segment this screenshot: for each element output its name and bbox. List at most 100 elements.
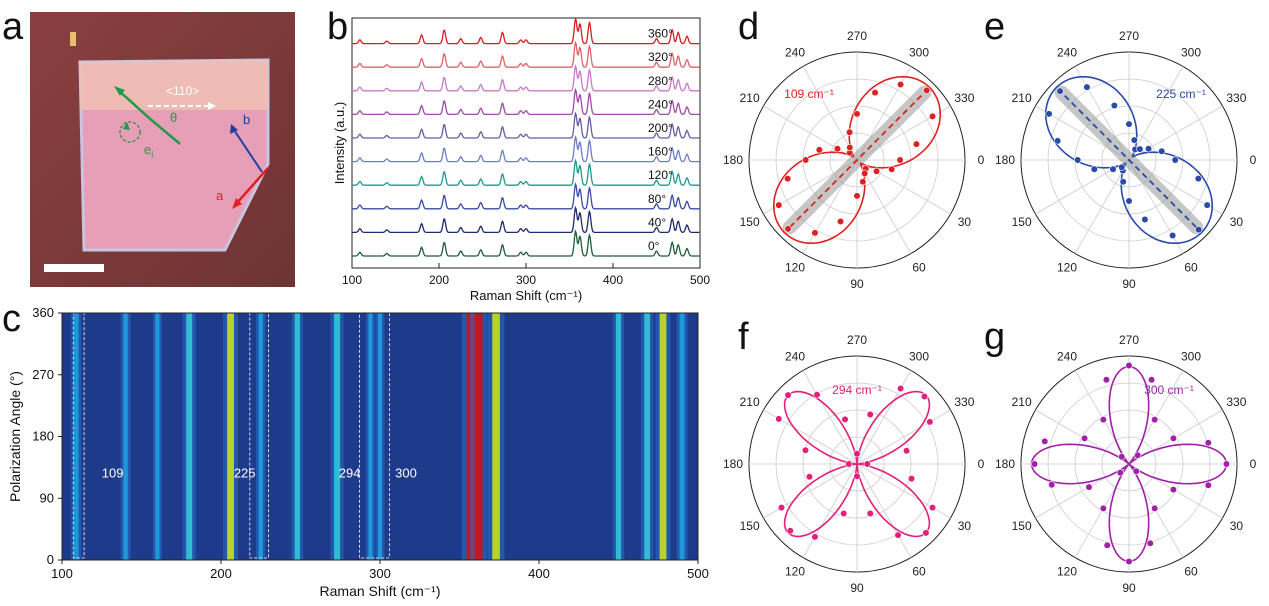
data-point [802, 156, 810, 164]
series-label-9: 360° [648, 27, 673, 41]
spectrum-line-0 [352, 229, 700, 257]
data-point [775, 415, 783, 423]
x-tick-label: 400 [528, 566, 550, 581]
data-point [1134, 451, 1142, 459]
angle-label-180: 180 [995, 457, 1015, 471]
chart-f-polar: 270 300 330 0 30 60 90 120 150 180 210 240 294 cm⁻¹ [723, 333, 985, 595]
angle-label-90: 90 [1122, 581, 1136, 595]
x-axis-label: Raman Shift (cm⁻¹) [320, 583, 441, 599]
spectrum-line-4 [352, 134, 700, 163]
data-point [805, 473, 814, 481]
data-point [888, 165, 896, 173]
angle-label-150: 150 [740, 519, 760, 533]
data-point [872, 167, 881, 175]
data-point [1125, 557, 1133, 566]
data-point [1125, 361, 1133, 370]
data-point [1151, 415, 1159, 424]
angle-label-120: 120 [1057, 260, 1077, 274]
data-point [866, 509, 874, 518]
polar-spoke [856, 463, 951, 519]
data-point [1147, 376, 1156, 384]
panel-label-c: c [2, 298, 21, 340]
data-point [1074, 156, 1082, 164]
annotation-label-294: 294 [339, 466, 361, 481]
axis-b-label: b [243, 112, 251, 127]
data-point [775, 201, 783, 209]
angle-label-0: 0 [978, 457, 985, 471]
angle-label-0: 0 [978, 153, 985, 167]
angle-label-180: 180 [723, 153, 743, 167]
angle-label-270: 270 [1119, 29, 1139, 43]
angle-label-180: 180 [995, 153, 1015, 167]
angle-label-60: 60 [912, 564, 926, 578]
data-point [784, 391, 792, 399]
data-point [1031, 460, 1039, 468]
data-point [853, 192, 861, 200]
angle-label-120: 120 [1057, 564, 1077, 578]
band-12 [492, 313, 500, 560]
angle-label-330: 330 [954, 395, 974, 409]
data-point [1116, 469, 1124, 477]
data-point [1222, 460, 1231, 468]
polarization-axis-arrow [1061, 92, 1197, 228]
data-point [1110, 101, 1118, 110]
x-axis-label: Raman Shift (cm⁻¹) [470, 288, 582, 303]
data-point [1125, 120, 1133, 128]
angle-label-300: 300 [1181, 46, 1201, 60]
data-point [1090, 165, 1098, 173]
data-point [1083, 83, 1091, 91]
data-point [907, 475, 916, 483]
angle-label-240: 240 [1057, 46, 1077, 60]
angle-label-270: 270 [847, 29, 867, 43]
data-point [1099, 504, 1107, 513]
spectrum-line-6 [352, 87, 700, 116]
theta-label: θ [170, 110, 178, 125]
peak-label: 225 cm⁻¹ [1156, 87, 1206, 101]
x-tick-label: 200 [429, 273, 449, 287]
angle-label-240: 240 [785, 350, 805, 364]
annotation-label-225: 225 [234, 466, 256, 481]
angle-label-240: 240 [1057, 350, 1077, 364]
data-point [859, 178, 867, 186]
angle-label-30: 30 [958, 215, 972, 229]
data-point [1158, 147, 1166, 155]
annotation-label-300: 300 [395, 466, 417, 481]
angle-label-30: 30 [958, 519, 972, 533]
angle-label-150: 150 [740, 215, 760, 229]
data-point [923, 86, 931, 94]
y-tick-label: 270 [32, 367, 54, 382]
fit-curve [783, 390, 931, 538]
band-8 [368, 313, 373, 560]
band-13 [615, 313, 622, 560]
angle-label-300: 300 [909, 350, 929, 364]
data-point [841, 415, 849, 424]
angle-label-60: 60 [912, 260, 926, 274]
band-0 [73, 313, 79, 560]
data-point [1132, 467, 1140, 475]
data-point [1056, 87, 1064, 95]
data-point [871, 89, 879, 97]
data-point [801, 446, 810, 454]
data-point [902, 447, 911, 455]
angle-label-90: 90 [1122, 277, 1136, 291]
y-tick-label: 360 [32, 305, 54, 320]
x-tick-label: 100 [342, 273, 362, 287]
angle-label-240: 240 [785, 46, 805, 60]
peak-label: 109 cm⁻¹ [784, 87, 834, 101]
x-tick-label: 100 [51, 566, 73, 581]
angle-label-0: 0 [1250, 153, 1257, 167]
angle-label-330: 330 [1226, 395, 1246, 409]
data-point [1080, 434, 1089, 442]
angle-label-180: 180 [723, 457, 743, 471]
polar-spoke [856, 409, 951, 465]
angle-label-300: 300 [1181, 350, 1201, 364]
data-point [1195, 226, 1203, 234]
y-tick-label: 0 [47, 552, 54, 567]
series-label-2: 80° [648, 192, 666, 206]
polar-spoke [1128, 105, 1223, 161]
angle-label-60: 60 [1184, 260, 1198, 274]
y-axis-label: Polarization Angle (°) [7, 371, 23, 502]
polar-spoke [802, 463, 858, 558]
flake-speck [70, 32, 76, 46]
data-point [815, 146, 823, 154]
